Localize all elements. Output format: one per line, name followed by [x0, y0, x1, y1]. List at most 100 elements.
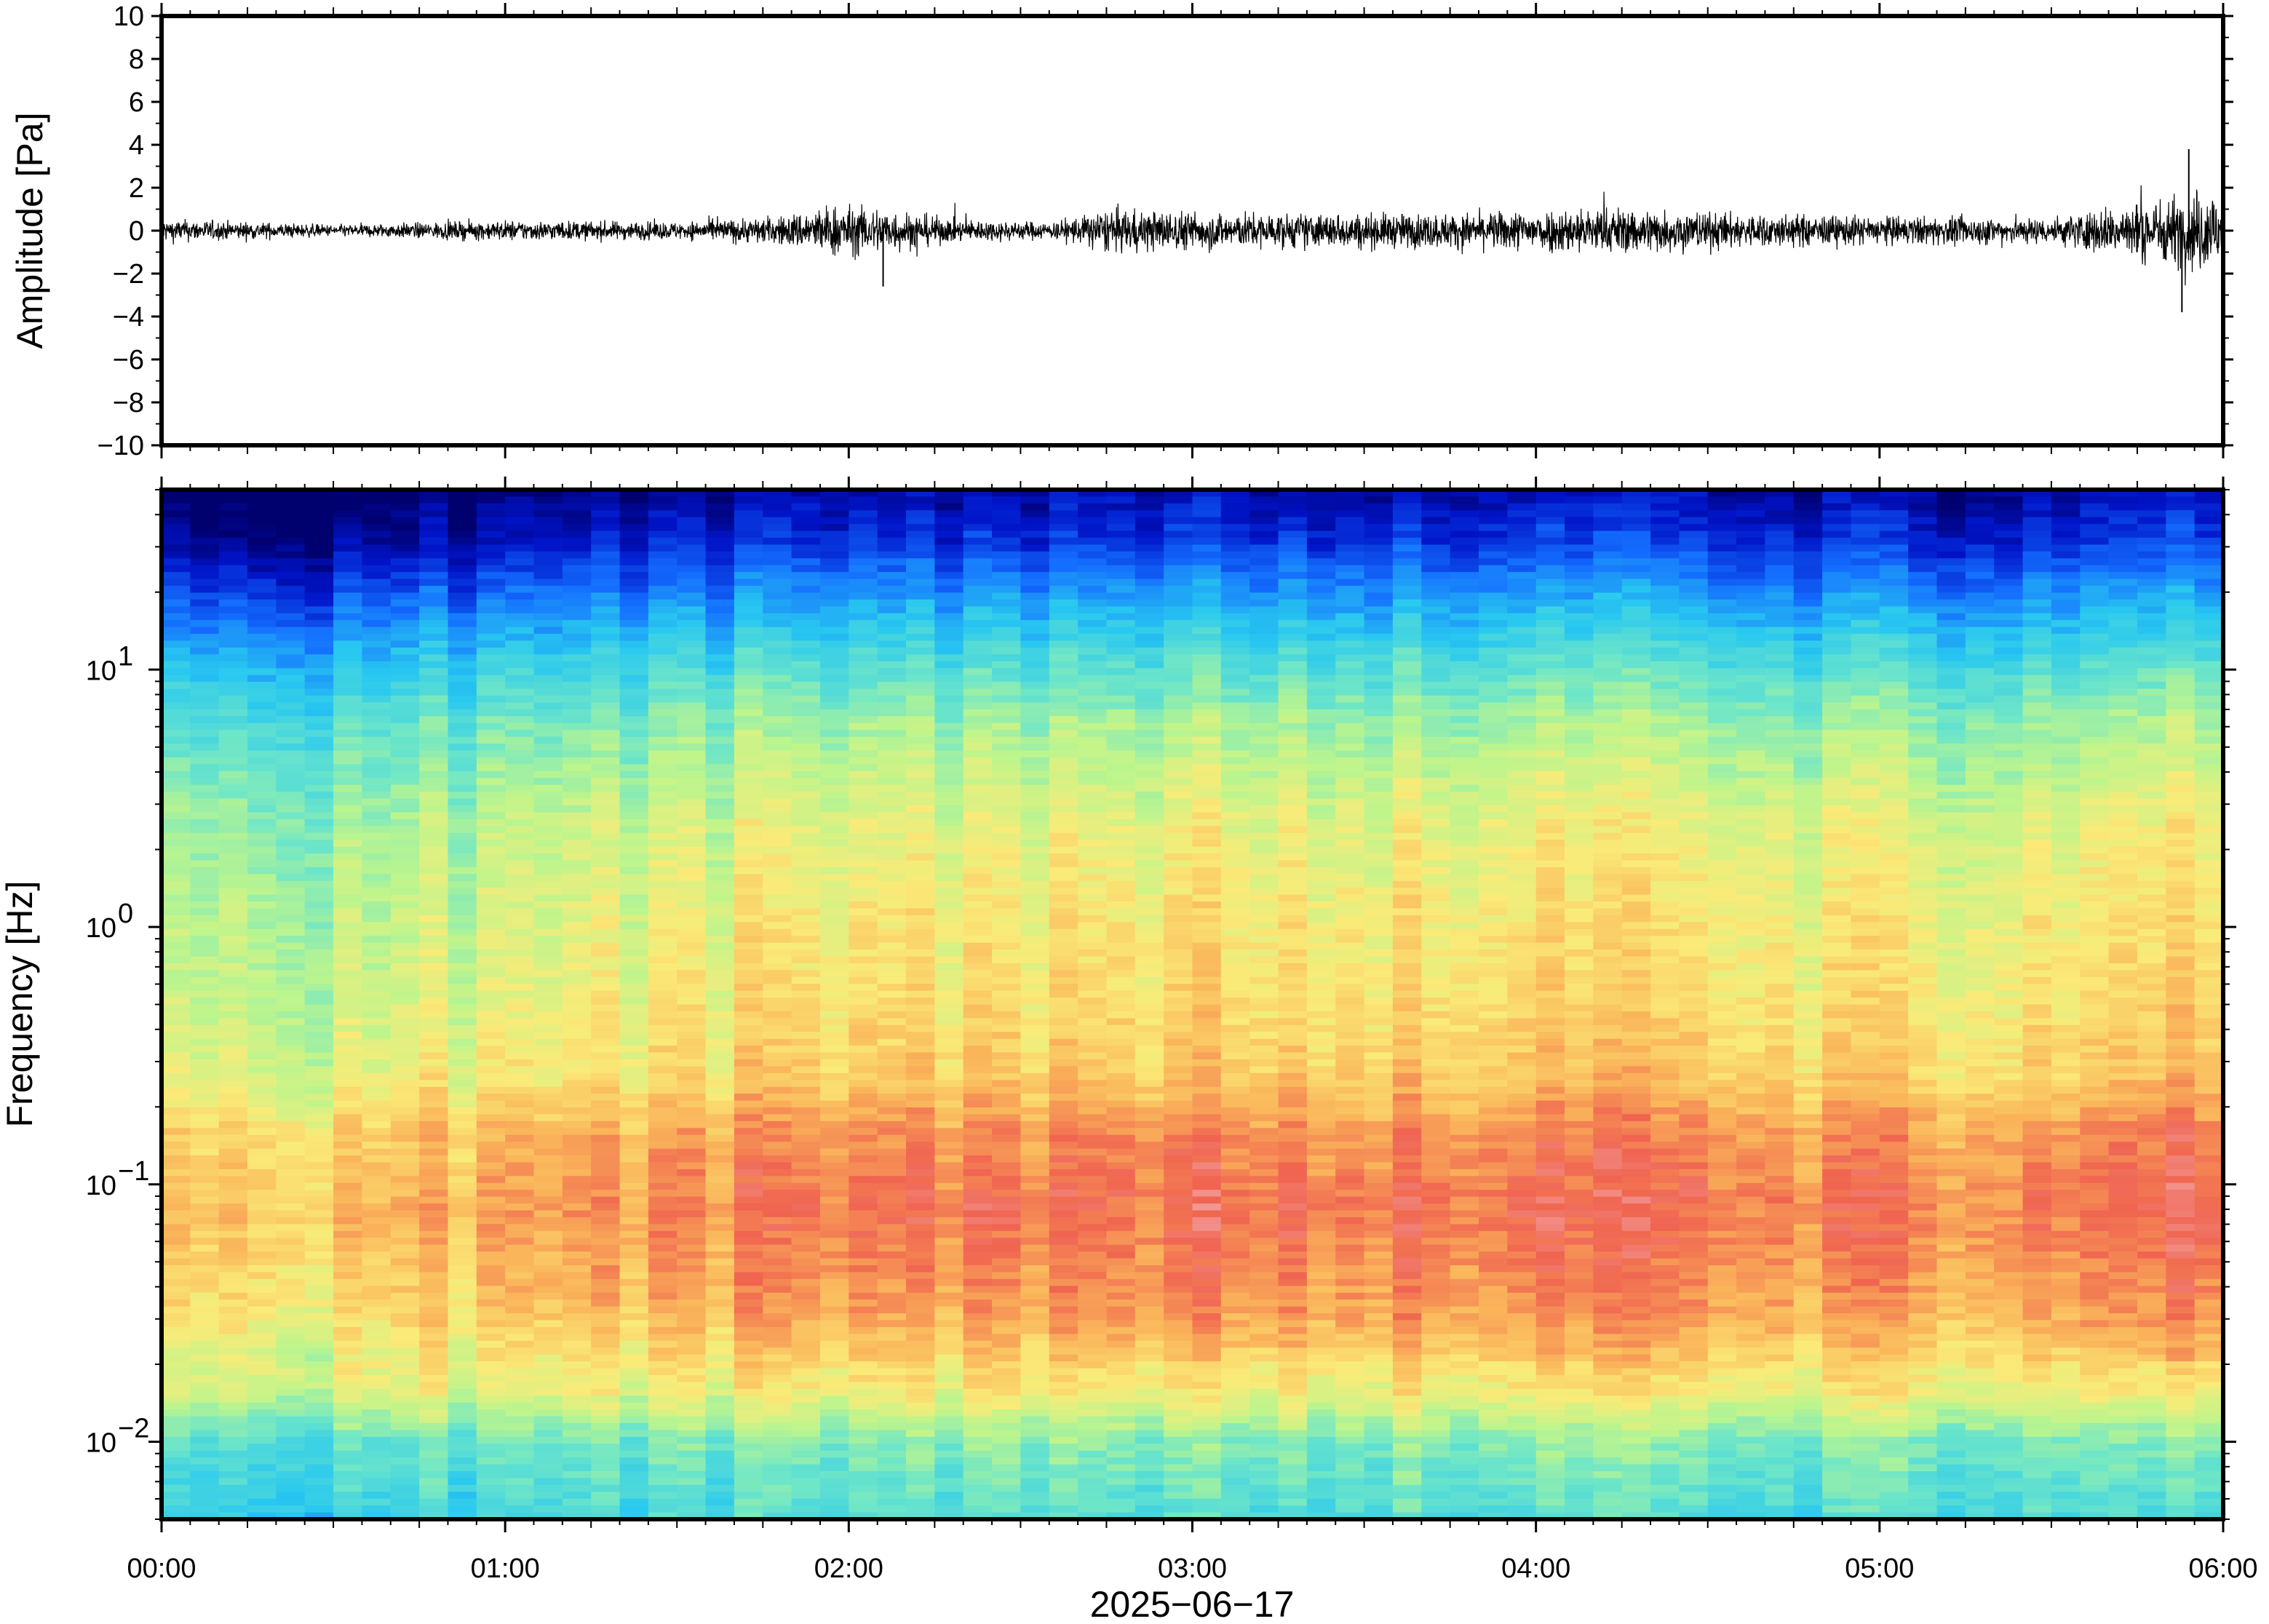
spectrogram-cell — [648, 1224, 677, 1232]
spectrogram-cell — [877, 1292, 907, 1300]
spectrogram-cell — [591, 1100, 621, 1108]
spectrogram-cell — [448, 998, 477, 1006]
spectrogram-cell — [362, 922, 392, 930]
spectrogram-cell — [791, 1382, 821, 1390]
spectrogram-cell — [648, 1388, 677, 1396]
spectrogram-cell — [677, 928, 707, 936]
spectrogram-cell — [1049, 922, 1078, 930]
spectrogram-cell — [849, 648, 878, 656]
spectrogram-cell — [677, 1416, 707, 1424]
spectrogram-cell — [677, 778, 707, 786]
spectrogram-cell — [276, 1402, 306, 1410]
spectrogram-cell — [849, 805, 878, 813]
spectrogram-cell — [619, 626, 649, 634]
spectrogram-cell — [763, 1286, 792, 1294]
spectrogram-cell — [333, 853, 363, 861]
spectrogram-cell — [448, 1121, 477, 1129]
spectrogram-cell — [992, 661, 1022, 669]
spectrogram-cell — [162, 1059, 191, 1067]
spectrogram-cell — [591, 805, 621, 813]
spectrogram-cell — [734, 1306, 763, 1314]
spectrogram-cell — [362, 1436, 392, 1444]
spectrogram-cell — [505, 942, 535, 950]
spectrogram-cell — [390, 1272, 420, 1280]
spectrogram-cell — [877, 668, 907, 676]
spectrogram-cell — [362, 840, 392, 848]
spectrogram-cell — [276, 558, 306, 566]
spectrogram-cell — [218, 626, 248, 634]
spectrogram-cell — [619, 1265, 649, 1273]
spectrogram-cell — [791, 1059, 821, 1067]
spectrogram-cell — [619, 496, 649, 504]
spectrogram-cell — [791, 1251, 821, 1259]
spectrogram-cell — [763, 496, 792, 504]
spectrogram-cell — [304, 1210, 334, 1218]
spectrogram-cell — [448, 1299, 477, 1307]
spectrogram-cell — [333, 1251, 363, 1259]
spectrogram-cell — [619, 1374, 649, 1383]
spectrogram-cell — [877, 1059, 907, 1067]
spectrogram-cell — [304, 1217, 334, 1225]
spectrogram-cell — [276, 1128, 306, 1136]
spectrogram-cell — [218, 778, 248, 786]
spectrogram-cell — [619, 1368, 649, 1376]
spectrogram-cell — [619, 1416, 649, 1424]
spectrogram-cell — [734, 1018, 763, 1026]
spectrogram-cell — [247, 1148, 277, 1156]
spectrogram-cell — [705, 812, 735, 820]
spectrogram-cell — [362, 771, 392, 779]
spectrogram-cell — [648, 1361, 677, 1369]
spectrogram-cell — [448, 1217, 477, 1225]
spectrogram-cell — [734, 1464, 763, 1472]
spectrogram-cell — [476, 901, 506, 909]
spectrogram-cell — [934, 490, 964, 498]
spectrogram-cell — [304, 1121, 334, 1129]
spectrogram-cell — [591, 936, 621, 944]
spectrogram-cell — [877, 771, 907, 779]
spectrogram-cell — [648, 744, 677, 752]
spectrogram-cell — [419, 1155, 449, 1163]
spectrogram-cell — [591, 1114, 621, 1122]
spectrogram-cell — [448, 1498, 477, 1506]
spectrogram-cell — [304, 1162, 334, 1170]
spectrogram-cell — [705, 1505, 735, 1513]
spectrogram-cell — [791, 894, 821, 902]
spectrogram-cell — [448, 1278, 477, 1286]
spectrogram-cell — [333, 1032, 363, 1040]
spectrogram-cell — [963, 1230, 993, 1238]
spectrogram-cell — [906, 688, 936, 696]
spectrogram-cell — [791, 1313, 821, 1321]
spectrogram-cell — [505, 606, 535, 614]
spectrogram-cell — [763, 702, 792, 710]
spectrogram-cell — [533, 1217, 563, 1225]
spectrogram-cell — [448, 1203, 477, 1211]
spectrogram-cell — [763, 634, 792, 642]
spectrogram-cell — [162, 744, 191, 752]
spectrogram-cell — [333, 970, 363, 978]
spectrogram-cell — [304, 1046, 334, 1054]
spectrogram-cell — [934, 792, 964, 800]
spectrogram-cell — [162, 1265, 191, 1273]
spectrogram-cell — [476, 984, 506, 992]
spectrogram-cell — [162, 517, 191, 525]
spectrogram-cell — [763, 1492, 792, 1500]
spectrogram-cell — [333, 984, 363, 992]
spectrogram-cell — [276, 1471, 306, 1479]
spectrogram-cell — [677, 1100, 707, 1108]
spectrogram-cell — [763, 1024, 792, 1032]
spectrogram-cell — [849, 1128, 878, 1136]
spectrogram-cell — [333, 1334, 363, 1342]
spectrogram-cell — [791, 1348, 821, 1356]
spectrogram-cell — [448, 503, 477, 512]
spectrogram-cell — [619, 1244, 649, 1252]
spectrogram-cell — [677, 1299, 707, 1307]
spectrogram-cell — [1049, 840, 1078, 848]
spectrogram-cell — [648, 757, 677, 765]
spectrogram-cell — [505, 1334, 535, 1342]
spectrogram-cell — [390, 1196, 420, 1204]
spectrogram-cell — [247, 1114, 277, 1122]
spectrogram-cell — [591, 1512, 621, 1519]
spectrogram-cell — [1049, 1162, 1078, 1170]
spectrogram-cell — [505, 1217, 535, 1225]
spectrogram-cell — [562, 922, 592, 930]
